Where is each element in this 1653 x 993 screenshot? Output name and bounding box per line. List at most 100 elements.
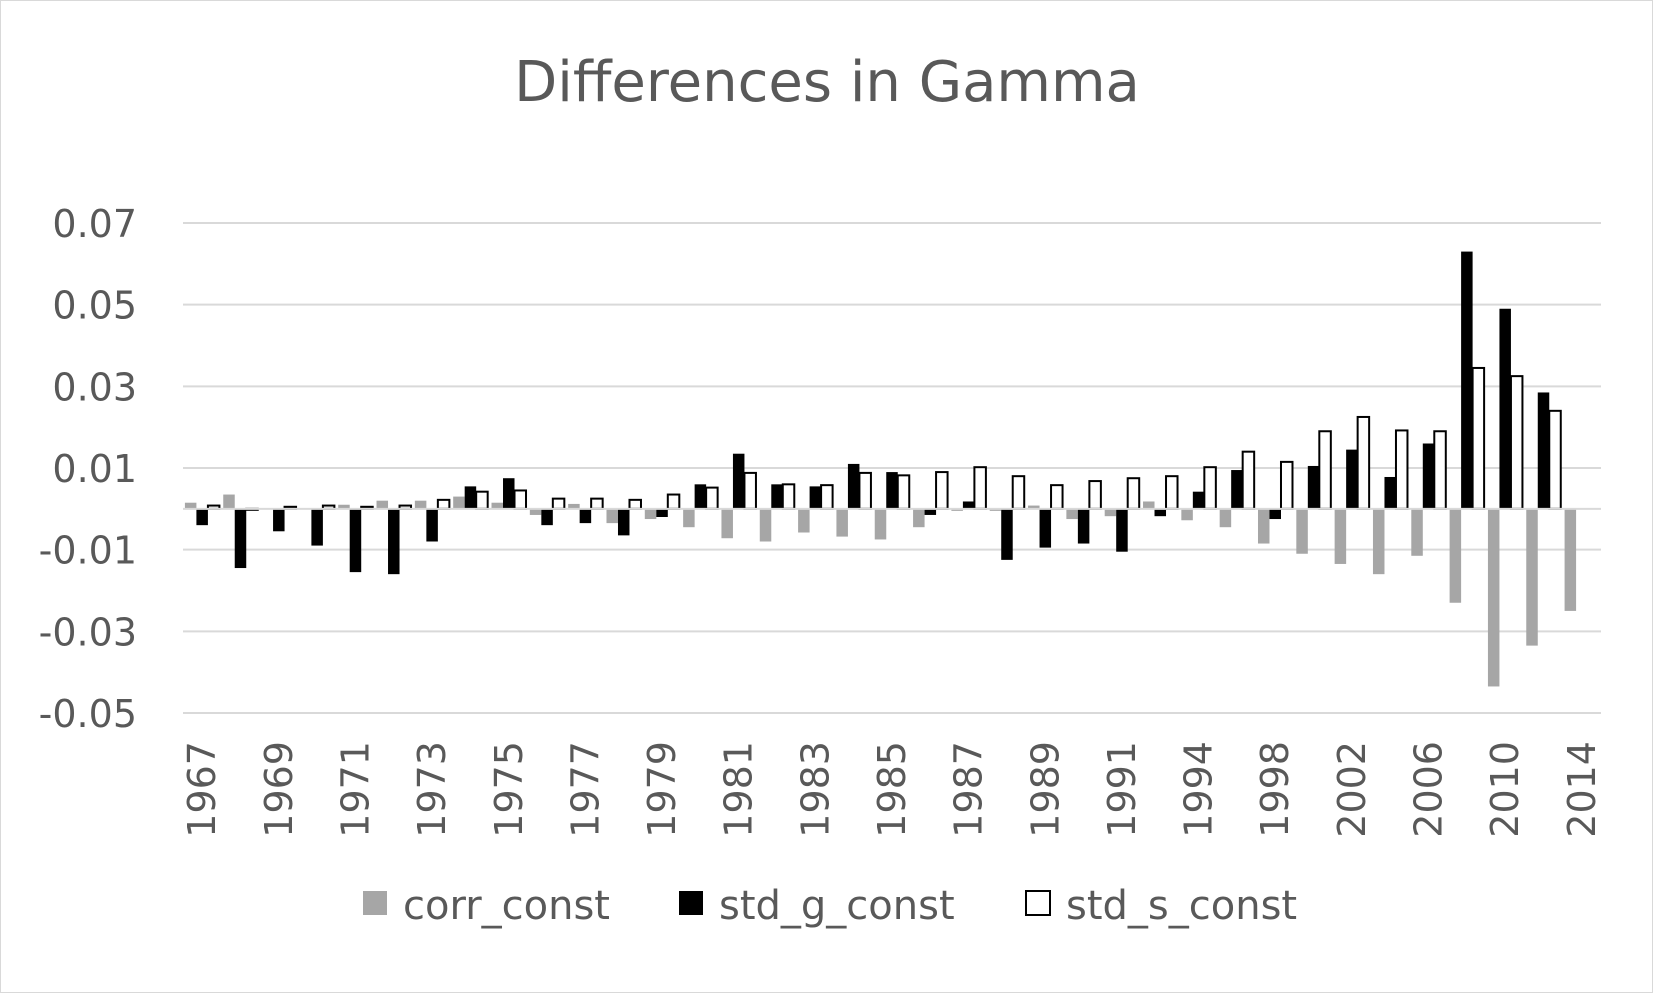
bar-std_s_const [1509,375,1524,510]
bar-std_g_const [1269,508,1281,520]
bar-std_g_const [503,478,515,509]
x-axis-tick-labels: 1967 1969 1971 1973 1975 1977 1979 1981 1983 1985… [180,741,1604,838]
bar-std_g_const [771,484,783,509]
bar-std_s_const [1126,477,1141,510]
x-tick-label: 1983 [793,741,837,838]
bar-std_s_const [973,466,987,510]
bar-corr_const [568,503,580,509]
bar-std_s_const [551,497,566,510]
bar-std_s_const [1433,430,1447,510]
bar-std_g_const [847,463,860,509]
bar-std_g_const [1461,251,1473,509]
bar-corr_const [491,502,504,509]
bar-std_s_const [628,498,642,510]
legend: corr_const std_g_const std_s_const [363,883,1297,929]
bar-std_s_const [666,493,681,510]
bar-corr_const [1181,508,1193,521]
bar-corr_const [683,508,695,528]
bar-std_g_const [234,508,247,569]
y-tick-label: -0.01 [39,529,137,573]
bar-std_g_const [1116,508,1128,552]
bar-corr_const [1564,508,1577,611]
bar-corr_const [913,508,925,528]
legend-label-std_s_const: std_s_const [1066,883,1297,929]
bar-std_g_const [656,508,668,517]
bar-std_s_const [705,486,719,510]
bar-corr_const [721,508,733,539]
bar-corr_const [606,508,618,524]
x-tick-label: 1971 [334,741,378,838]
bar-std_g_const [1499,308,1511,509]
y-tick-label: -0.03 [39,610,137,654]
bar-corr_const [836,508,848,537]
bar-corr_const [1526,508,1538,646]
legend-label-std_g_const: std_g_const [719,883,955,929]
bar-std_s_const [1011,475,1026,510]
x-tick-label: 1967 [180,741,224,838]
y-axis-tick-labels: -0.05 -0.03 -0.01 0.01 0.03 0.05 0.07 [39,202,137,736]
bar-corr_const [184,502,197,509]
bar-std_g_const [1077,508,1090,544]
bar-std_s_const [896,474,911,510]
bar-std_s_const [820,484,834,510]
bar-std_s_const [1279,460,1294,510]
bar-std_g_const [1154,508,1167,517]
x-tick-label: 2002 [1330,741,1374,838]
bar-std_g_const [962,501,975,509]
x-tick-label: 1977 [563,741,607,838]
x-tick-label: 1981 [717,741,761,838]
legend-swatch-std_g_const [679,891,703,915]
bar-corr_const [1487,508,1500,687]
bar-std_s_const [1356,415,1371,510]
bar-corr_const [529,508,542,515]
bar-corr_const [414,500,427,509]
bar-std_s_const [475,490,489,510]
bar-corr_const [338,504,350,509]
x-tick-label: 2006 [1407,741,1451,838]
legend-swatch-corr_const [363,891,387,915]
bar-std_s_const [858,471,872,510]
legend-swatch-std_s_const [1025,890,1051,916]
bar-corr_const [1066,508,1078,520]
bar-std_s_const [781,483,796,510]
bar-corr_const [223,494,235,509]
bar-std_g_const [464,486,477,509]
bar-corr_const [1104,508,1117,517]
bar-std_s_const [1241,450,1256,510]
x-tick-label: 1994 [1177,741,1221,838]
bar-std_g_const [1039,508,1052,548]
bar-corr_const [644,508,657,520]
bar-corr_const [1257,508,1270,544]
bar-corr_const [989,508,1002,511]
bar-std_s_const [436,498,451,510]
bar-std_s_const [590,497,604,510]
bar-std_g_const [1307,465,1320,509]
bar-std_g_const [732,453,745,509]
bar-std_g_const [1231,470,1243,509]
y-tick-label: 0.07 [52,202,137,246]
y-tick-label: 0.01 [52,447,137,491]
y-tick-label: 0.03 [52,365,137,409]
bar-std_g_const [196,508,208,526]
bar-corr_const [1372,508,1385,575]
bar-std_s_const [743,471,757,510]
bar-corr_const [874,508,887,540]
x-tick-label: 1969 [257,741,301,838]
bar-std_s_const [1050,484,1064,510]
bar-std_g_const [924,508,937,515]
x-tick-label: 2014 [1560,741,1604,838]
y-tick-label: -0.05 [39,692,137,736]
bar-corr_const [1296,508,1308,554]
bar-corr_const [759,508,772,542]
x-tick-label: 1991 [1100,741,1144,838]
bar-std_g_const [1346,449,1358,509]
gridlines [183,222,1601,714]
bars [184,251,1577,687]
y-tick-label: 0.05 [52,284,137,328]
bar-corr_const [1219,508,1232,528]
bar-std_s_const [1165,475,1179,510]
bar-std_g_const [273,508,285,532]
bar-corr_const [376,500,389,509]
